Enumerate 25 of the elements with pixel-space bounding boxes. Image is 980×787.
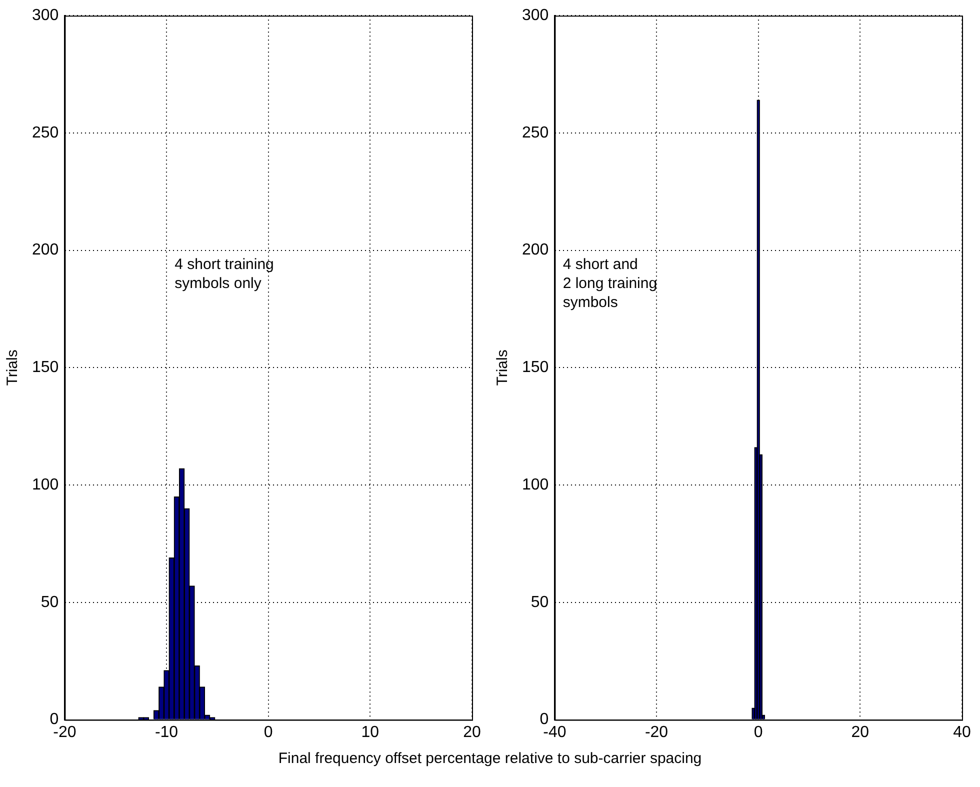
y-tick-label: 300 bbox=[32, 7, 59, 24]
y-tick-label: 50 bbox=[530, 594, 549, 611]
x-tick-label: 10 bbox=[361, 724, 380, 741]
y-tick-label: 150 bbox=[32, 359, 59, 376]
y-tick-label: 300 bbox=[522, 7, 549, 24]
y-tick-label: 100 bbox=[32, 476, 59, 494]
y-tick-label: 100 bbox=[522, 476, 549, 494]
x-tick-label: 0 bbox=[264, 724, 273, 741]
x-tick-label: -20 bbox=[644, 724, 668, 741]
y-tick-label: 250 bbox=[522, 124, 549, 142]
x-tick-label: -10 bbox=[154, 724, 178, 741]
y-axis-title: Trials bbox=[494, 350, 512, 386]
x-tick-label: 20 bbox=[463, 724, 481, 741]
x-axis-title: Final frequency offset percentage relative to sub-carrier spacing bbox=[277, 750, 703, 767]
annotation: 4 short training symbols only bbox=[174, 256, 274, 292]
y-tick-label: 200 bbox=[522, 242, 549, 259]
y-tick-label: 150 bbox=[522, 359, 549, 376]
x-tick-label: 40 bbox=[953, 724, 971, 741]
y-tick-label: 200 bbox=[32, 242, 59, 259]
x-tick-label: 0 bbox=[754, 724, 763, 741]
y-tick-label: 50 bbox=[40, 594, 59, 611]
annotation: 4 short and 2 long training symbols bbox=[562, 256, 658, 311]
y-tick-label: 250 bbox=[32, 124, 59, 142]
x-tick-label: 20 bbox=[851, 724, 870, 741]
y-axis-title: Trials bbox=[4, 350, 22, 386]
